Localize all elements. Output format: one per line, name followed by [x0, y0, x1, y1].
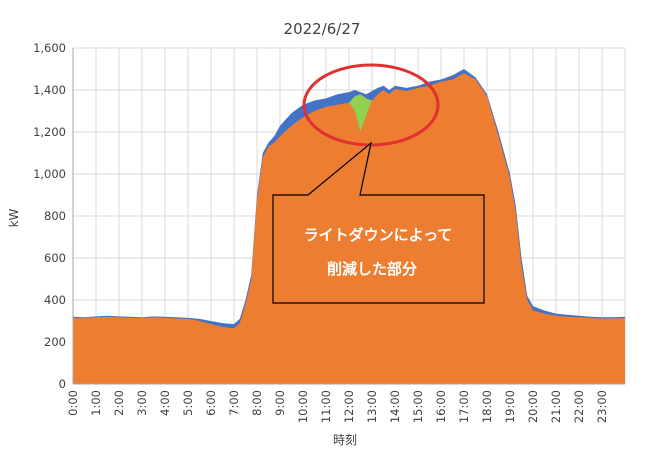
- annotation-callout: ライトダウンによって 削減した部分: [272, 63, 485, 304]
- area-series-3: [349, 94, 372, 132]
- x-tick-label: 18:00: [480, 390, 494, 423]
- x-tick-label: 14:00: [388, 390, 402, 423]
- x-tick-label: 22:00: [572, 390, 586, 423]
- x-tick-label: 8:00: [250, 390, 264, 416]
- callout-box: [272, 141, 485, 304]
- x-tick-label: 9:00: [273, 390, 287, 416]
- x-tick-label: 10:00: [296, 390, 310, 423]
- y-tick-labels: 0 200 400 600 800 1,000 1,200 1,400 1,600: [33, 41, 66, 391]
- y-tick-label: 400: [44, 293, 66, 307]
- x-tick-label: 12:00: [342, 390, 356, 423]
- x-tick-label: 17:00: [457, 390, 471, 423]
- y-tick-label: 0: [59, 377, 66, 391]
- y-tick-label: 200: [44, 335, 66, 349]
- x-tick-label: 11:00: [319, 390, 333, 423]
- y-tick-label: 800: [44, 209, 66, 223]
- y-tick-label: 1,400: [33, 83, 66, 97]
- y-tick-label: 1,600: [33, 41, 66, 55]
- chart-title: 2022/6/27: [284, 20, 361, 38]
- y-tick-label: 1,000: [33, 167, 66, 181]
- y-tick-label: 1,200: [33, 125, 66, 139]
- x-tick-label: 2:00: [112, 390, 126, 416]
- x-tick-label: 20:00: [526, 390, 540, 423]
- x-tick-label: 6:00: [204, 390, 218, 416]
- y-axis-label: kW: [7, 208, 21, 227]
- x-tick-label: 13:00: [365, 390, 379, 423]
- x-tick-label: 0:00: [66, 390, 80, 416]
- x-tick-label: 16:00: [434, 390, 448, 423]
- x-tick-label: 19:00: [503, 390, 517, 423]
- y-tick-label: 600: [44, 251, 66, 265]
- axes: [72, 48, 625, 385]
- callout-line-2: 削減した部分: [327, 260, 417, 278]
- x-tick-label: 21:00: [549, 390, 563, 423]
- x-tick-label: 3:00: [135, 390, 149, 416]
- x-tick-label: 4:00: [158, 390, 172, 416]
- x-tick-label: 15:00: [411, 390, 425, 423]
- x-tick-label: 5:00: [181, 390, 195, 416]
- x-tick-label: 7:00: [227, 390, 241, 416]
- x-tick-labels: 0:00 1:00 2:00 3:00 4:00 5:00 6:00 7:00 8:00 9:00…: [66, 390, 609, 423]
- x-tick-label: 1:00: [89, 390, 103, 416]
- callout-line-1: ライトダウンによって: [304, 226, 453, 244]
- x-axis-label: 時刻: [333, 433, 357, 447]
- x-tick-label: 23:00: [595, 390, 609, 423]
